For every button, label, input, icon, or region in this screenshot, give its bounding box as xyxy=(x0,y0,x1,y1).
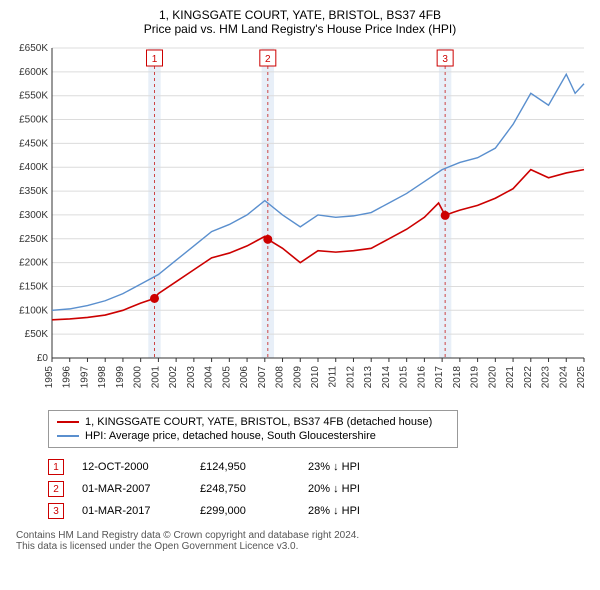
legend-row: 1, KINGSGATE COURT, YATE, BRISTOL, BS37 … xyxy=(57,415,449,429)
footer-line2: This data is licensed under the Open Gov… xyxy=(16,541,592,552)
svg-text:£550K: £550K xyxy=(19,91,48,102)
svg-text:2023: 2023 xyxy=(541,366,552,389)
svg-text:1999: 1999 xyxy=(115,366,126,389)
svg-text:2025: 2025 xyxy=(576,366,587,389)
legend-swatch xyxy=(57,421,79,423)
svg-text:1995: 1995 xyxy=(44,366,55,389)
chart-container: £0 £50K £100K £150K £200K £250K £300K £350K £400… xyxy=(8,42,592,402)
legend: 1, KINGSGATE COURT, YATE, BRISTOL, BS37 … xyxy=(48,410,458,448)
svg-text:2017: 2017 xyxy=(434,366,445,389)
event-pct-vs-hpi: 28% ↓ HPI xyxy=(308,505,398,517)
svg-text:1996: 1996 xyxy=(62,366,73,389)
event-date: 01-MAR-2007 xyxy=(82,483,182,495)
svg-text:2022: 2022 xyxy=(523,366,534,389)
event-row: 1 12-OCT-2000 £124,950 23% ↓ HPI xyxy=(48,456,592,478)
svg-text:£50K: £50K xyxy=(25,329,49,340)
svg-text:1998: 1998 xyxy=(97,366,108,389)
event-price: £124,950 xyxy=(200,461,290,473)
svg-text:2000: 2000 xyxy=(133,366,144,389)
legend-label: HPI: Average price, detached house, Sout… xyxy=(85,430,376,442)
svg-text:2001: 2001 xyxy=(150,366,161,389)
svg-text:2: 2 xyxy=(265,54,271,65)
footer-attribution: Contains HM Land Registry data © Crown c… xyxy=(16,530,592,552)
event-number-badge: 2 xyxy=(48,481,64,497)
event-row: 2 01-MAR-2007 £248,750 20% ↓ HPI xyxy=(48,478,592,500)
svg-text:2015: 2015 xyxy=(399,366,410,389)
svg-text:£650K: £650K xyxy=(19,43,48,54)
legend-swatch xyxy=(57,435,79,437)
svg-text:2024: 2024 xyxy=(558,366,569,389)
title-line2: Price paid vs. HM Land Registry's House … xyxy=(8,22,592,36)
svg-text:1: 1 xyxy=(152,54,158,65)
event-number-badge: 1 xyxy=(48,459,64,475)
svg-text:£400K: £400K xyxy=(19,162,48,173)
svg-text:3: 3 xyxy=(442,54,448,65)
event-price: £299,000 xyxy=(200,505,290,517)
svg-text:2003: 2003 xyxy=(186,366,197,389)
svg-text:2004: 2004 xyxy=(204,366,215,389)
event-row: 3 01-MAR-2017 £299,000 28% ↓ HPI xyxy=(48,500,592,522)
svg-text:2016: 2016 xyxy=(416,366,427,389)
chart-title-block: 1, KINGSGATE COURT, YATE, BRISTOL, BS37 … xyxy=(8,8,592,36)
footer-line1: Contains HM Land Registry data © Crown c… xyxy=(16,530,592,541)
svg-text:2018: 2018 xyxy=(452,366,463,389)
svg-text:2008: 2008 xyxy=(275,366,286,389)
event-date: 12-OCT-2000 xyxy=(82,461,182,473)
svg-text:2009: 2009 xyxy=(292,366,303,389)
svg-text:2013: 2013 xyxy=(363,366,374,389)
event-number-badge: 3 xyxy=(48,503,64,519)
svg-text:2005: 2005 xyxy=(221,366,232,389)
svg-text:2020: 2020 xyxy=(487,366,498,389)
svg-text:2002: 2002 xyxy=(168,366,179,389)
svg-text:£350K: £350K xyxy=(19,186,48,197)
svg-text:£150K: £150K xyxy=(19,281,48,292)
svg-text:2006: 2006 xyxy=(239,366,250,389)
legend-row: HPI: Average price, detached house, Sout… xyxy=(57,429,449,443)
events-table: 1 12-OCT-2000 £124,950 23% ↓ HPI 2 01-MAR-200… xyxy=(48,456,592,522)
svg-text:2007: 2007 xyxy=(257,366,268,389)
svg-text:2011: 2011 xyxy=(328,366,339,388)
event-pct-vs-hpi: 20% ↓ HPI xyxy=(308,483,398,495)
svg-text:£600K: £600K xyxy=(19,67,48,78)
svg-text:£300K: £300K xyxy=(19,210,48,221)
svg-text:£200K: £200K xyxy=(19,258,48,269)
svg-text:£250K: £250K xyxy=(19,234,48,245)
svg-text:2019: 2019 xyxy=(470,366,481,389)
svg-text:1997: 1997 xyxy=(79,366,90,389)
svg-text:£500K: £500K xyxy=(19,115,48,126)
event-price: £248,750 xyxy=(200,483,290,495)
svg-text:2021: 2021 xyxy=(505,366,516,389)
svg-text:£100K: £100K xyxy=(19,305,48,316)
price-chart-svg: £0 £50K £100K £150K £200K £250K £300K £350K £400… xyxy=(8,42,592,402)
event-date: 01-MAR-2017 xyxy=(82,505,182,517)
event-pct-vs-hpi: 23% ↓ HPI xyxy=(308,461,398,473)
svg-text:£0: £0 xyxy=(37,353,49,364)
svg-text:2014: 2014 xyxy=(381,366,392,389)
svg-text:2012: 2012 xyxy=(345,366,356,389)
title-line1: 1, KINGSGATE COURT, YATE, BRISTOL, BS37 … xyxy=(8,8,592,22)
legend-label: 1, KINGSGATE COURT, YATE, BRISTOL, BS37 … xyxy=(85,416,432,428)
svg-text:£450K: £450K xyxy=(19,138,48,149)
svg-text:2010: 2010 xyxy=(310,366,321,389)
